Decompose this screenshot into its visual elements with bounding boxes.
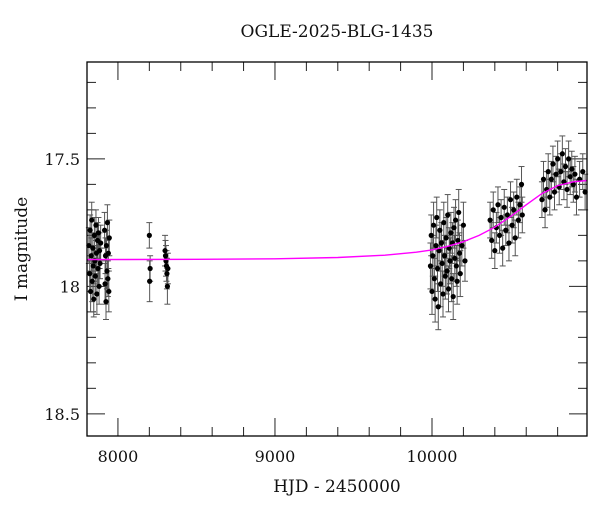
y-tick-label: 17.5 — [44, 150, 80, 169]
chart-title: OGLE-2025-BLG-1435 — [240, 22, 434, 42]
x-tick-label: 10000 — [407, 447, 458, 466]
x-tick-label: 8000 — [98, 447, 139, 466]
axis-tick-labels: 8000 9000 10000 17.5 18 18.5 — [44, 150, 457, 466]
x-axis-label: HJD - 2450000 — [273, 477, 401, 497]
plot-frame — [86, 61, 588, 437]
y-tick-label: 18 — [60, 277, 80, 296]
y-tick-label: 18.5 — [44, 405, 80, 424]
data-points — [86, 151, 588, 310]
x-tick-label: 9000 — [255, 447, 296, 466]
error-bars — [85, 135, 589, 331]
model-curve — [86, 179, 588, 261]
axis-ticks — [87, 62, 587, 436]
